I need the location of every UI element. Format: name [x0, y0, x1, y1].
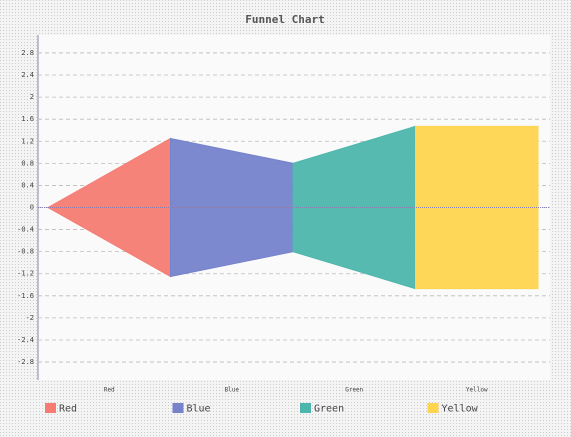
y-tick-label: 1.6: [21, 115, 34, 123]
y-tick-label: 1.2: [21, 137, 34, 145]
x-tick-label: Yellow: [466, 387, 488, 394]
y-tick-label: 2.8: [21, 49, 34, 57]
y-tick-label: -2: [26, 314, 34, 322]
legend-swatch: [300, 403, 311, 413]
legend-label: Green: [314, 404, 344, 415]
y-tick-label: 2.4: [21, 71, 34, 79]
x-tick-label: Green: [345, 387, 363, 394]
y-tick-label: -0.4: [17, 226, 34, 234]
y-tick-label: -1.2: [17, 270, 34, 278]
y-tick-label: 2: [30, 93, 34, 101]
x-tick-label: Blue: [225, 387, 240, 394]
chart-title: Funnel Chart: [245, 13, 324, 26]
y-tick-label: 0.8: [21, 159, 34, 167]
y-tick-label: 0.4: [21, 181, 34, 189]
legend-swatch: [172, 403, 184, 413]
legend-swatch: [45, 403, 56, 413]
legend-swatch: [427, 403, 439, 413]
legend-label: Blue: [187, 404, 211, 415]
y-tick-label: -2.4: [17, 336, 34, 344]
y-tick-label: -2.8: [17, 358, 34, 366]
legend-label: Red: [59, 404, 77, 415]
y-tick-label: -0.8: [17, 248, 34, 256]
x-tick-label: Red: [104, 387, 115, 394]
legend-label: Yellow: [442, 404, 479, 415]
y-tick-label: 0: [30, 204, 34, 212]
y-tick-label: -1.6: [17, 292, 34, 300]
